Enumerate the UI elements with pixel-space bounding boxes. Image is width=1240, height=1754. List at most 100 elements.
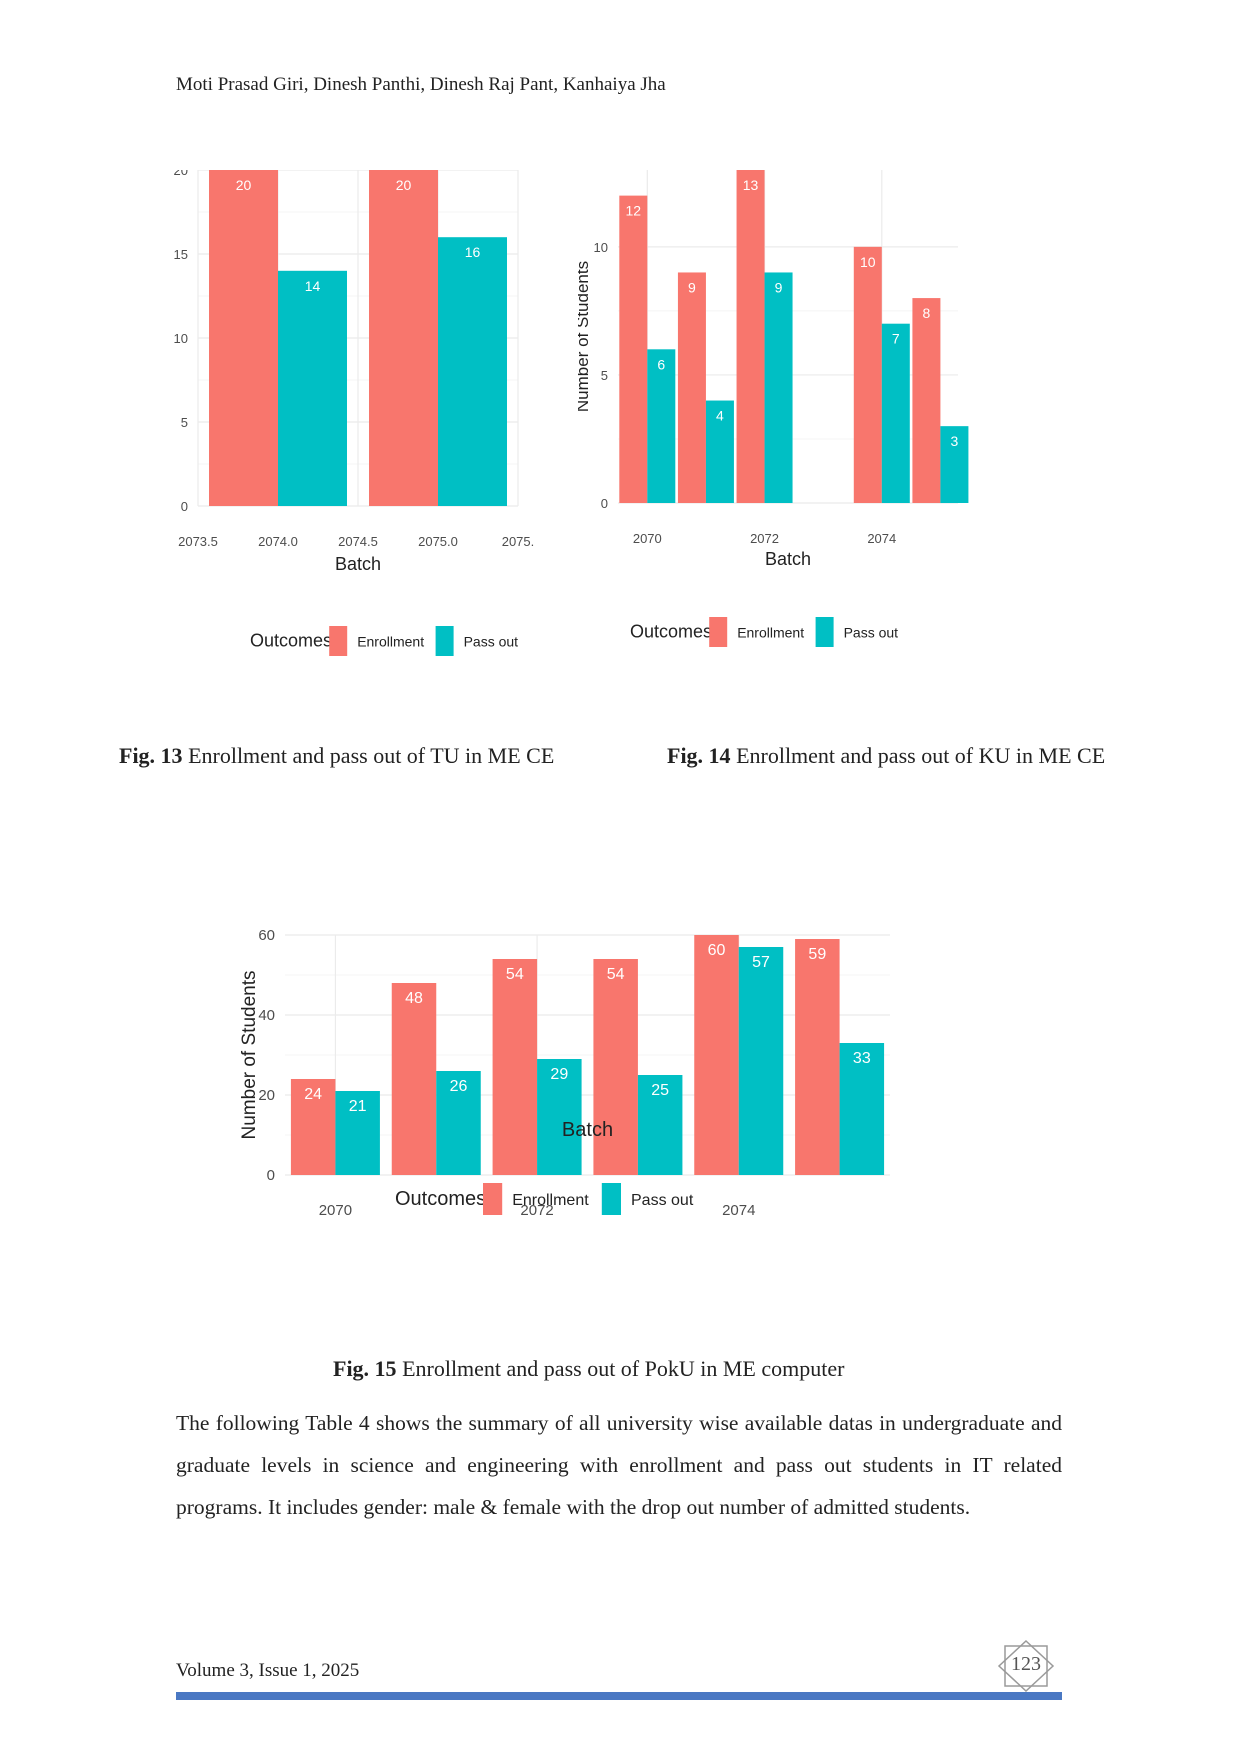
fig13-x-tick-label: 2074.5 xyxy=(338,534,378,549)
fig15-data-label-pass-out: 25 xyxy=(651,1082,669,1099)
fig15-data-label-enrollment: 59 xyxy=(808,946,826,963)
fig14-x-tick-label: 2070 xyxy=(633,531,662,546)
fig15-y-axis-title: Number of Students xyxy=(239,971,260,1140)
fig14-data-label-pass-out: 6 xyxy=(657,356,665,372)
fig13-caption-text: Enrollment and pass out of TU in ME CE xyxy=(188,743,555,768)
fig13-y-tick-label: 10 xyxy=(174,331,188,346)
fig15-bar-enrollment xyxy=(593,959,638,1175)
fig13-x-tick-label: 2073.5 xyxy=(178,534,218,549)
fig14-chart: 0 5 10 2070 2072 2074 12 6 9 4 13 9 10 7 8 3 Batch Number… xyxy=(578,170,969,647)
fig14-data-label-enrollment: 9 xyxy=(688,279,696,295)
fig15-x-tick-label: 2070 xyxy=(319,1202,352,1219)
footer-volume: Volume 3, Issue 1, 2025 xyxy=(176,1660,360,1681)
fig15-data-label-enrollment: 54 xyxy=(607,966,625,983)
fig15-bar-pass-out xyxy=(637,1075,683,1175)
fig14-bar-pass-out xyxy=(764,272,793,503)
fig13-x-axis-title: Batch xyxy=(335,554,381,574)
fig14-legend-swatch-enrollment xyxy=(709,617,728,647)
fig15-bar-enrollment xyxy=(391,983,437,1175)
fig15-bar-enrollment xyxy=(290,1079,336,1175)
fig14-bar-enrollment xyxy=(853,246,882,503)
body-paragraph: The following Table 4 shows the summary … xyxy=(176,1411,1062,1519)
fig14-y-axis-title: Number of Students xyxy=(578,261,592,412)
fig14-x-tick-label: 2072 xyxy=(750,531,779,546)
page-number: 123 xyxy=(1011,1653,1041,1675)
fig15-y-tick-label: 0 xyxy=(267,1167,275,1184)
fig13-data-label-pass-out: 14 xyxy=(305,278,321,294)
fig13-legend-swatch-enrollment xyxy=(329,626,348,656)
fig13-bar-pass-out xyxy=(438,237,507,506)
fig14-legend-label-pass-out: Pass out xyxy=(844,624,899,640)
fig14-bar-enrollment xyxy=(619,195,648,503)
page-ornament-icon xyxy=(997,1640,1055,1692)
fig14-data-label-pass-out: 3 xyxy=(951,433,959,449)
fig13-chart: 0 5 10 15 20 2073.5 2074.0 2074.5 2075.0 2075. 20 1… xyxy=(170,170,535,656)
running-header: Moti Prasad Giri, Dinesh Panthi, Dinesh … xyxy=(176,74,666,95)
fig13-x-tick-label: 2075.0 xyxy=(418,534,458,549)
fig15-x-tick-label: 2074 xyxy=(722,1202,755,1219)
fig13-legend-label-pass-out: Pass out xyxy=(464,633,519,649)
fig14-label: Fig. 14 xyxy=(667,743,731,768)
fig15-legend-label-pass-out: Pass out xyxy=(631,1192,694,1209)
fig13-x-tick-label: 2075. xyxy=(502,534,535,549)
fig15-x-axis-title: Batch xyxy=(562,1119,613,1141)
fig13-y-tick-label: 0 xyxy=(181,499,188,514)
fig15-caption: Fig. 15 Enrollment and pass out of PokU … xyxy=(333,1356,844,1382)
fig15-legend-swatch-enrollment xyxy=(483,1183,503,1215)
fig15-data-label-enrollment: 24 xyxy=(304,1086,322,1103)
fig15-bar-enrollment xyxy=(694,935,739,1175)
fig13-bar-enrollment xyxy=(209,170,278,506)
fig14-data-label-enrollment: 12 xyxy=(626,203,642,219)
fig13-y-tick-label: 5 xyxy=(181,415,188,430)
fig15-y-tick-label: 40 xyxy=(258,1007,275,1024)
fig13-y-tick-label: 15 xyxy=(174,247,188,262)
fig14-bar-pass-out xyxy=(940,426,969,503)
fig14-data-label-pass-out: 9 xyxy=(775,279,783,295)
fig14-caption: Fig. 14 Enrollment and pass out of KU in… xyxy=(667,743,1105,769)
fig15-data-label-pass-out: 29 xyxy=(550,1066,568,1083)
fig14-bar-enrollment xyxy=(736,170,765,503)
fig15-bar-enrollment xyxy=(492,959,538,1175)
fig15-data-label-enrollment: 60 xyxy=(708,942,726,959)
fig14-bar-pass-out xyxy=(647,349,676,503)
fig15-legend-swatch-pass-out xyxy=(601,1183,621,1215)
fig13-data-label-enrollment: 20 xyxy=(236,177,252,193)
fig13-legend-label-enrollment: Enrollment xyxy=(357,633,424,649)
fig15-data-label-pass-out: 57 xyxy=(752,954,770,971)
fig15-bar-pass-out xyxy=(738,947,784,1175)
fig15-bar-pass-out xyxy=(839,1043,885,1175)
fig15-bar-pass-out xyxy=(436,1071,481,1175)
fig15-x-tick-label: 2072 xyxy=(520,1202,553,1219)
fig14-bar-enrollment xyxy=(677,272,706,503)
fig15-caption-text: Enrollment and pass out of PokU in ME co… xyxy=(402,1356,845,1381)
fig14-y-tick-label: 5 xyxy=(601,368,608,383)
fig13-legend-swatch-pass-out xyxy=(435,626,454,656)
fig14-caption-text: Enrollment and pass out of KU in ME CE xyxy=(736,743,1106,768)
fig14-x-axis-title: Batch xyxy=(765,549,811,569)
fig15-data-label-pass-out: 33 xyxy=(853,1050,871,1067)
fig13-data-label-enrollment: 20 xyxy=(396,177,412,193)
fig14-data-label-pass-out: 7 xyxy=(892,331,900,347)
fig15-data-label-pass-out: 21 xyxy=(349,1098,367,1115)
fig14-data-label-pass-out: 4 xyxy=(716,408,724,424)
fig15-data-label-enrollment: 54 xyxy=(506,966,524,983)
fig15-bar-pass-out xyxy=(335,1091,380,1175)
fig14-data-label-enrollment: 8 xyxy=(923,305,931,321)
fig13-legend-title: Outcomes xyxy=(250,630,332,650)
fig14-bar-pass-out xyxy=(881,323,910,503)
fig14-y-tick-label: 10 xyxy=(594,240,608,255)
fig15-bar-enrollment xyxy=(795,939,840,1175)
fig13-caption: Fig. 13 Enrollment and pass out of TU in… xyxy=(119,743,554,769)
fig15-chart: 0 20 40 60 2070 2072 2074 24 21 48 26 54 29 54 25 60 57 5… xyxy=(239,927,890,1219)
fig14-legend-label-enrollment: Enrollment xyxy=(737,624,804,640)
fig14-y-tick-label: 0 xyxy=(601,496,608,511)
fig15-legend-title: Outcomes xyxy=(395,1188,486,1210)
fig15-data-label-pass-out: 26 xyxy=(450,1078,468,1095)
fig14-x-tick-label: 2074 xyxy=(867,531,896,546)
fig13-y-axis-title: Number of Students xyxy=(170,262,172,413)
fig14-bar-pass-out xyxy=(705,400,734,503)
fig14-legend-title: Outcomes xyxy=(630,621,712,641)
fig15-y-tick-label: 20 xyxy=(258,1087,275,1104)
fig13-y-tick-label: 20 xyxy=(174,170,188,178)
fig13-data-label-pass-out: 16 xyxy=(465,244,481,260)
